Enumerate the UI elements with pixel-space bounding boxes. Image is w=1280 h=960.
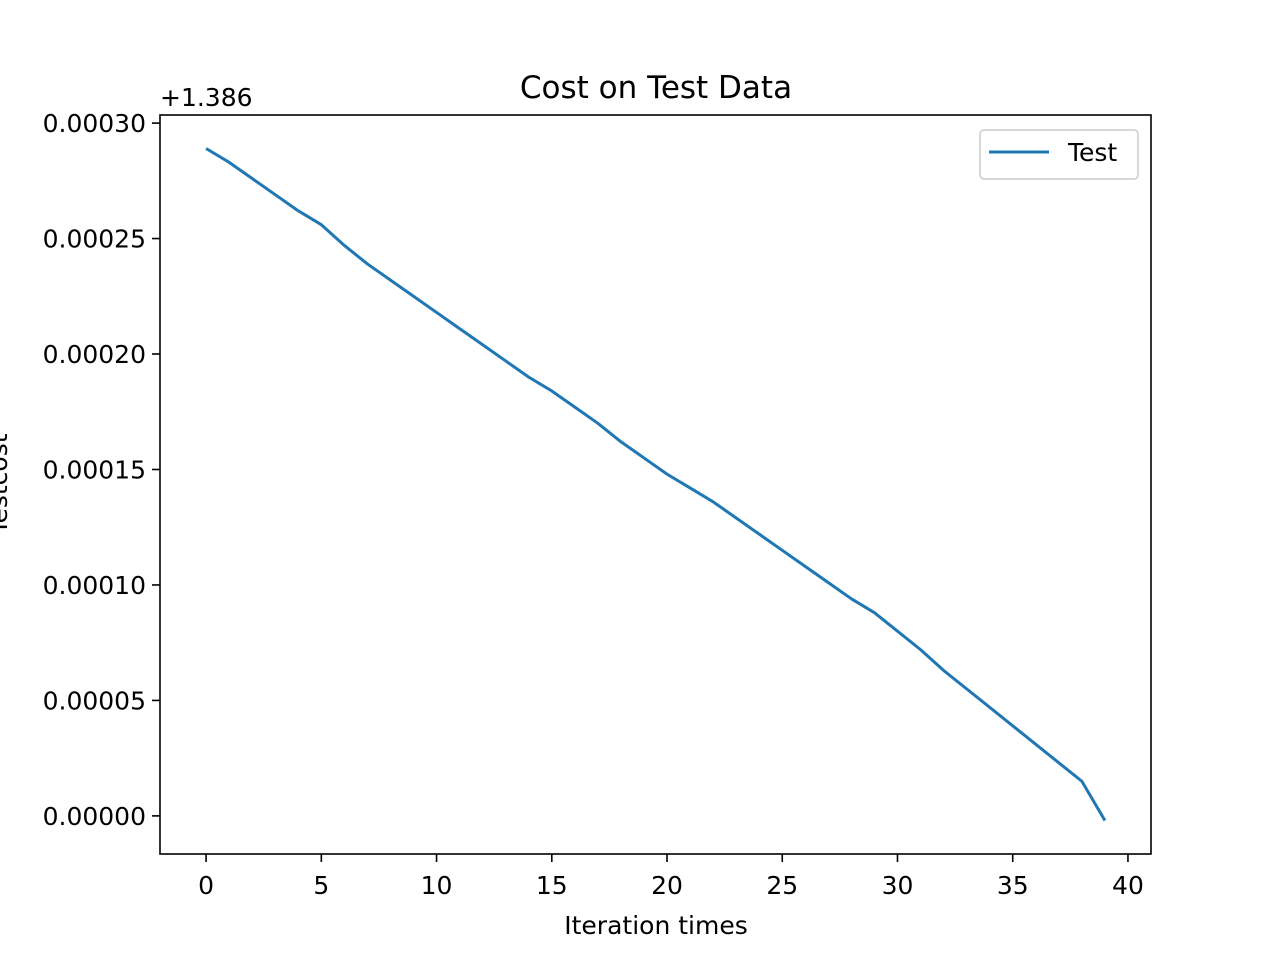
- y-axis-label: Testcost: [0, 433, 13, 535]
- x-tick-label: 0: [198, 871, 214, 900]
- series-line-test: [205, 147, 1107, 822]
- y-tick-label: 0.00005: [43, 686, 146, 715]
- y-tick-label: 0.00010: [43, 571, 146, 600]
- plot-frame: [159, 114, 1152, 855]
- series-layer: [205, 147, 1107, 822]
- y-tick-label: 0.00020: [43, 340, 146, 369]
- legend-box: [979, 129, 1139, 180]
- x-tick-label: 30: [882, 871, 914, 900]
- legend: Test: [979, 129, 1139, 180]
- y-tick-label: 0.00030: [43, 109, 146, 138]
- y-tick-label: 0.00015: [43, 455, 146, 484]
- x-tick-label: 35: [997, 871, 1029, 900]
- x-tick-label: 5: [313, 871, 329, 900]
- chart-title: Cost on Test Data: [520, 70, 792, 106]
- y-tick-label: 0.00025: [43, 225, 146, 254]
- x-tick-label: 25: [766, 871, 798, 900]
- legend-label-test: Test: [1067, 138, 1117, 167]
- y-axis-ticks: 0.00000 0.00005 0.00010 0.00015 0.00020 0.000…: [43, 109, 160, 831]
- x-tick-label: 15: [536, 871, 568, 900]
- x-tick-label: 40: [1112, 871, 1144, 900]
- x-axis-label: Iteration times: [564, 911, 748, 940]
- plot-area: [159, 114, 1152, 855]
- x-tick-label: 20: [651, 871, 683, 900]
- y-offset-label: +1.386: [160, 83, 253, 112]
- x-tick-label: 10: [421, 871, 453, 900]
- y-tick-label: 0.00000: [43, 802, 146, 831]
- x-axis-ticks: 0 5 10 15 20 25 30 35 40: [198, 854, 1144, 900]
